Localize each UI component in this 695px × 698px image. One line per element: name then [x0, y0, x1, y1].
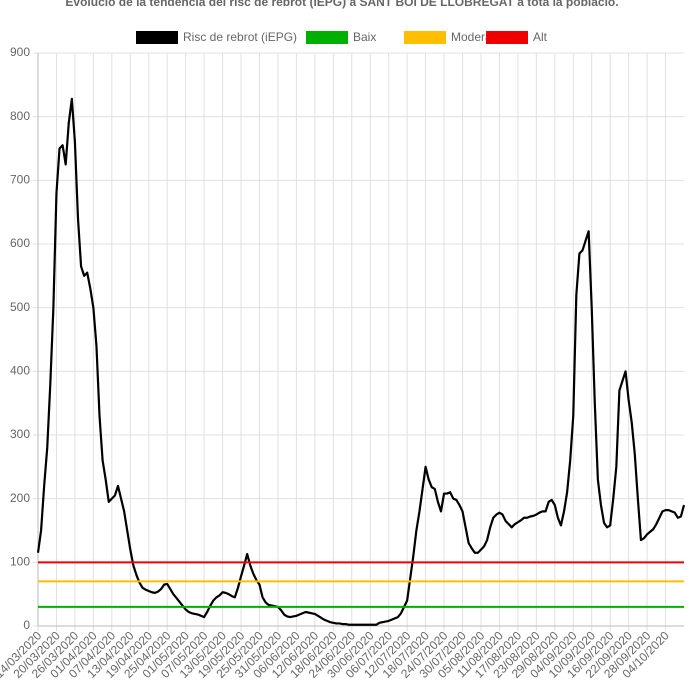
y-tick-label: 900: [10, 45, 30, 59]
y-tick-label: 100: [10, 555, 30, 569]
data-line: [36, 97, 686, 626]
legend-label: Risc de rebrot (iEPG): [183, 30, 297, 44]
y-tick-label: 700: [10, 173, 30, 187]
chart-title: Evolució de la tendència del risc de reb…: [65, 0, 618, 9]
y-tick-label: 600: [10, 236, 30, 250]
y-tick-label: 500: [10, 300, 30, 314]
legend-label: Baix: [353, 30, 376, 44]
y-tick-label: 0: [23, 618, 30, 632]
legend-swatch: [136, 31, 178, 44]
y-tick-label: 400: [10, 364, 30, 378]
y-tick-label: 200: [10, 491, 30, 505]
legend-swatch: [486, 31, 528, 44]
legend-label: Alt: [533, 30, 548, 44]
legend-swatch: [306, 31, 348, 44]
legend-swatch: [404, 31, 446, 44]
y-tick-label: 800: [10, 109, 30, 123]
legend-label: Moderat: [451, 30, 496, 44]
y-tick-label: 300: [10, 427, 30, 441]
